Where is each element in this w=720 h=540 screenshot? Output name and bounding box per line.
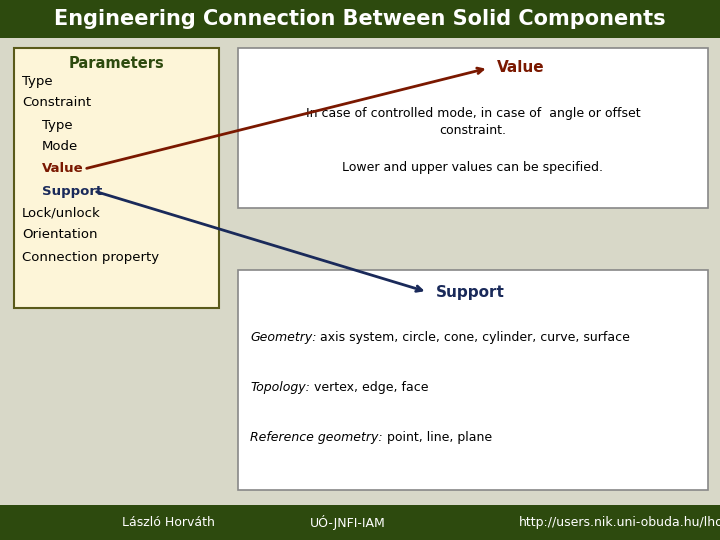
Bar: [238, 48, 708, 208]
Text: Support: Support: [436, 285, 504, 300]
Text: point, line, plane: point, line, plane: [382, 431, 492, 444]
Text: http://users.nik.uni-obuda.hu/lhorvath/: http://users.nik.uni-obuda.hu/lhorvath/: [518, 516, 720, 529]
Text: Value: Value: [42, 163, 84, 176]
Text: Mode: Mode: [42, 140, 78, 153]
Text: Topology:: Topology:: [250, 381, 310, 395]
Bar: [238, 270, 708, 490]
Text: Lower and upper values can be specified.: Lower and upper values can be specified.: [343, 161, 603, 174]
Text: Connection property: Connection property: [22, 251, 159, 264]
Text: Value: Value: [497, 60, 544, 76]
Text: Parameters: Parameters: [68, 56, 164, 71]
Text: Constraint: Constraint: [22, 97, 91, 110]
Text: Orientation: Orientation: [22, 228, 97, 241]
Text: vertex, edge, face: vertex, edge, face: [310, 381, 428, 395]
Text: Support: Support: [42, 185, 102, 198]
Text: Geometry:: Geometry:: [250, 332, 317, 345]
Text: axis system, circle, cone, cylinder, curve, surface: axis system, circle, cone, cylinder, cur…: [317, 332, 631, 345]
Text: Reference geometry:: Reference geometry:: [250, 431, 382, 444]
Text: Type: Type: [42, 118, 73, 132]
Text: Type: Type: [22, 75, 53, 87]
Bar: [0, 505, 720, 540]
Text: constraint.: constraint.: [439, 124, 506, 137]
Text: Engineering Connection Between Solid Components: Engineering Connection Between Solid Com…: [54, 9, 666, 29]
Bar: [0, 0, 720, 38]
Bar: [14, 48, 219, 308]
Text: UÓ-JNFI-IAM: UÓ-JNFI-IAM: [310, 515, 385, 530]
Text: Lock/unlock: Lock/unlock: [22, 206, 101, 219]
Text: László Horváth: László Horváth: [122, 516, 215, 529]
Text: In case of controlled mode, in case of  angle or offset: In case of controlled mode, in case of a…: [306, 106, 640, 119]
